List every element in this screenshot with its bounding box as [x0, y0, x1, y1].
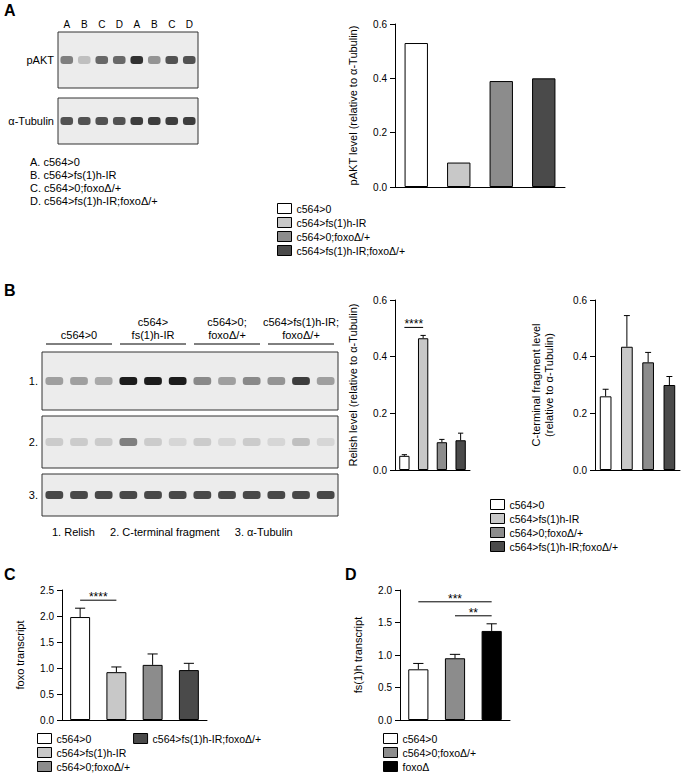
svg-text:pAKT level (relative to α-Tubu: pAKT level (relative to α-Tubulin): [347, 26, 359, 186]
svg-text:1.: 1.: [29, 375, 38, 387]
svg-text:c564>0;foxoΔ/+: c564>0;foxoΔ/+: [57, 761, 131, 773]
svg-text:c564>0;: c564>0;: [207, 316, 246, 328]
svg-text:c564>fs(1)h-IR;foxoΔ/+: c564>fs(1)h-IR;foxoΔ/+: [297, 245, 406, 257]
svg-text:A: A: [133, 19, 140, 30]
svg-text:c564>fs(1)h-IR: c564>fs(1)h-IR: [510, 513, 580, 525]
svg-text:1.0: 1.0: [378, 650, 392, 661]
svg-text:1.5: 1.5: [40, 637, 54, 648]
svg-text:c564>0;foxoΔ/+: c564>0;foxoΔ/+: [510, 527, 584, 539]
svg-text:fs(1)h-IR: fs(1)h-IR: [132, 329, 175, 341]
svg-text:0.5: 0.5: [40, 689, 54, 700]
svg-text:C. c564>0;foxoΔ/+: C. c564>0;foxoΔ/+: [30, 182, 121, 194]
svg-text:C-terminal fragment level: C-terminal fragment level: [530, 324, 542, 447]
svg-text:0.0: 0.0: [373, 182, 387, 193]
svg-text:Relish level (relative to α-Tu: Relish level (relative to α-Tubulin): [347, 303, 359, 466]
svg-text:c564>0: c564>0: [61, 329, 97, 341]
svg-text:2.: 2.: [29, 436, 38, 448]
svg-text:0.4: 0.4: [573, 351, 587, 362]
svg-text:B. c564>fs(1)h-IR: B. c564>fs(1)h-IR: [30, 169, 117, 181]
svg-text:2.5: 2.5: [40, 585, 54, 596]
svg-text:0.6: 0.6: [373, 19, 387, 30]
svg-text:D: D: [345, 566, 357, 583]
svg-text:A. c564>0: A. c564>0: [30, 156, 80, 168]
svg-text:0.2: 0.2: [373, 408, 387, 419]
svg-text:c564>0: c564>0: [57, 733, 92, 745]
svg-text:c564>fs(1)h-IR;: c564>fs(1)h-IR;: [263, 316, 339, 328]
svg-text:fs(1)h transcript: fs(1)h transcript: [352, 617, 364, 693]
svg-text:A: A: [63, 19, 70, 30]
svg-text:(relative to α-Tubulin): (relative to α-Tubulin): [543, 333, 555, 437]
svg-text:0.0: 0.0: [373, 465, 387, 476]
svg-text:D. c564>fs(1)h-IR;foxoΔ/+: D. c564>fs(1)h-IR;foxoΔ/+: [30, 195, 158, 207]
svg-text:****: ****: [404, 317, 423, 331]
svg-text:**: **: [469, 606, 479, 620]
svg-text:foxoΔ/+: foxoΔ/+: [208, 329, 246, 341]
svg-text:0.6: 0.6: [573, 295, 587, 306]
svg-text:2.0: 2.0: [378, 585, 392, 596]
svg-text:1.5: 1.5: [378, 617, 392, 628]
svg-text:c564>fs(1)h-IR: c564>fs(1)h-IR: [297, 217, 367, 229]
svg-text:0.6: 0.6: [373, 295, 387, 306]
svg-text:c564>0;foxoΔ/+: c564>0;foxoΔ/+: [297, 231, 371, 243]
svg-text:0.2: 0.2: [573, 408, 587, 419]
svg-text:0.4: 0.4: [373, 351, 387, 362]
svg-text:c564>fs(1)h-IR: c564>fs(1)h-IR: [57, 747, 127, 759]
svg-text:D: D: [116, 19, 123, 30]
svg-text:0.0: 0.0: [378, 715, 392, 726]
svg-text:0.4: 0.4: [373, 73, 387, 84]
svg-text:3.: 3.: [29, 489, 38, 501]
svg-text:c564>fs(1)h-IR;foxoΔ/+: c564>fs(1)h-IR;foxoΔ/+: [153, 733, 262, 745]
svg-text:0.0: 0.0: [40, 715, 54, 726]
svg-text:foxoΔ: foxoΔ: [403, 761, 430, 773]
svg-text:1.0: 1.0: [40, 663, 54, 674]
svg-text:α-Tubulin: α-Tubulin: [8, 115, 54, 127]
svg-text:c564>0;foxoΔ/+: c564>0;foxoΔ/+: [403, 747, 477, 759]
svg-text:c564>0: c564>0: [403, 733, 438, 745]
svg-text:2.0: 2.0: [40, 611, 54, 622]
svg-text:0.2: 0.2: [373, 127, 387, 138]
svg-text:B: B: [4, 282, 16, 299]
svg-text:C: C: [98, 19, 105, 30]
svg-text:foxoΔ/+: foxoΔ/+: [282, 329, 320, 341]
svg-text:C: C: [168, 19, 175, 30]
svg-text:c564>0: c564>0: [510, 499, 545, 511]
svg-text:C: C: [4, 566, 16, 583]
svg-text:c564>: c564>: [138, 316, 168, 328]
svg-text:****: ****: [89, 590, 108, 604]
svg-text:c564>0: c564>0: [297, 203, 332, 215]
svg-text:0.5: 0.5: [378, 682, 392, 693]
svg-text:foxo transcript: foxo transcript: [14, 620, 26, 689]
svg-text:B: B: [151, 19, 158, 30]
svg-text:c564>fs(1)h-IR;foxoΔ/+: c564>fs(1)h-IR;foxoΔ/+: [510, 541, 619, 553]
svg-text:0.0: 0.0: [573, 465, 587, 476]
svg-text:1. Relish 2. C-terminal fr: 1. Relish 2. C-terminal fragment 3. α-Tu…: [52, 526, 293, 538]
svg-text:D: D: [186, 19, 193, 30]
svg-text:pAKT: pAKT: [26, 54, 54, 66]
svg-text:***: ***: [448, 592, 462, 606]
svg-text:A: A: [4, 2, 16, 19]
svg-text:B: B: [81, 19, 88, 30]
